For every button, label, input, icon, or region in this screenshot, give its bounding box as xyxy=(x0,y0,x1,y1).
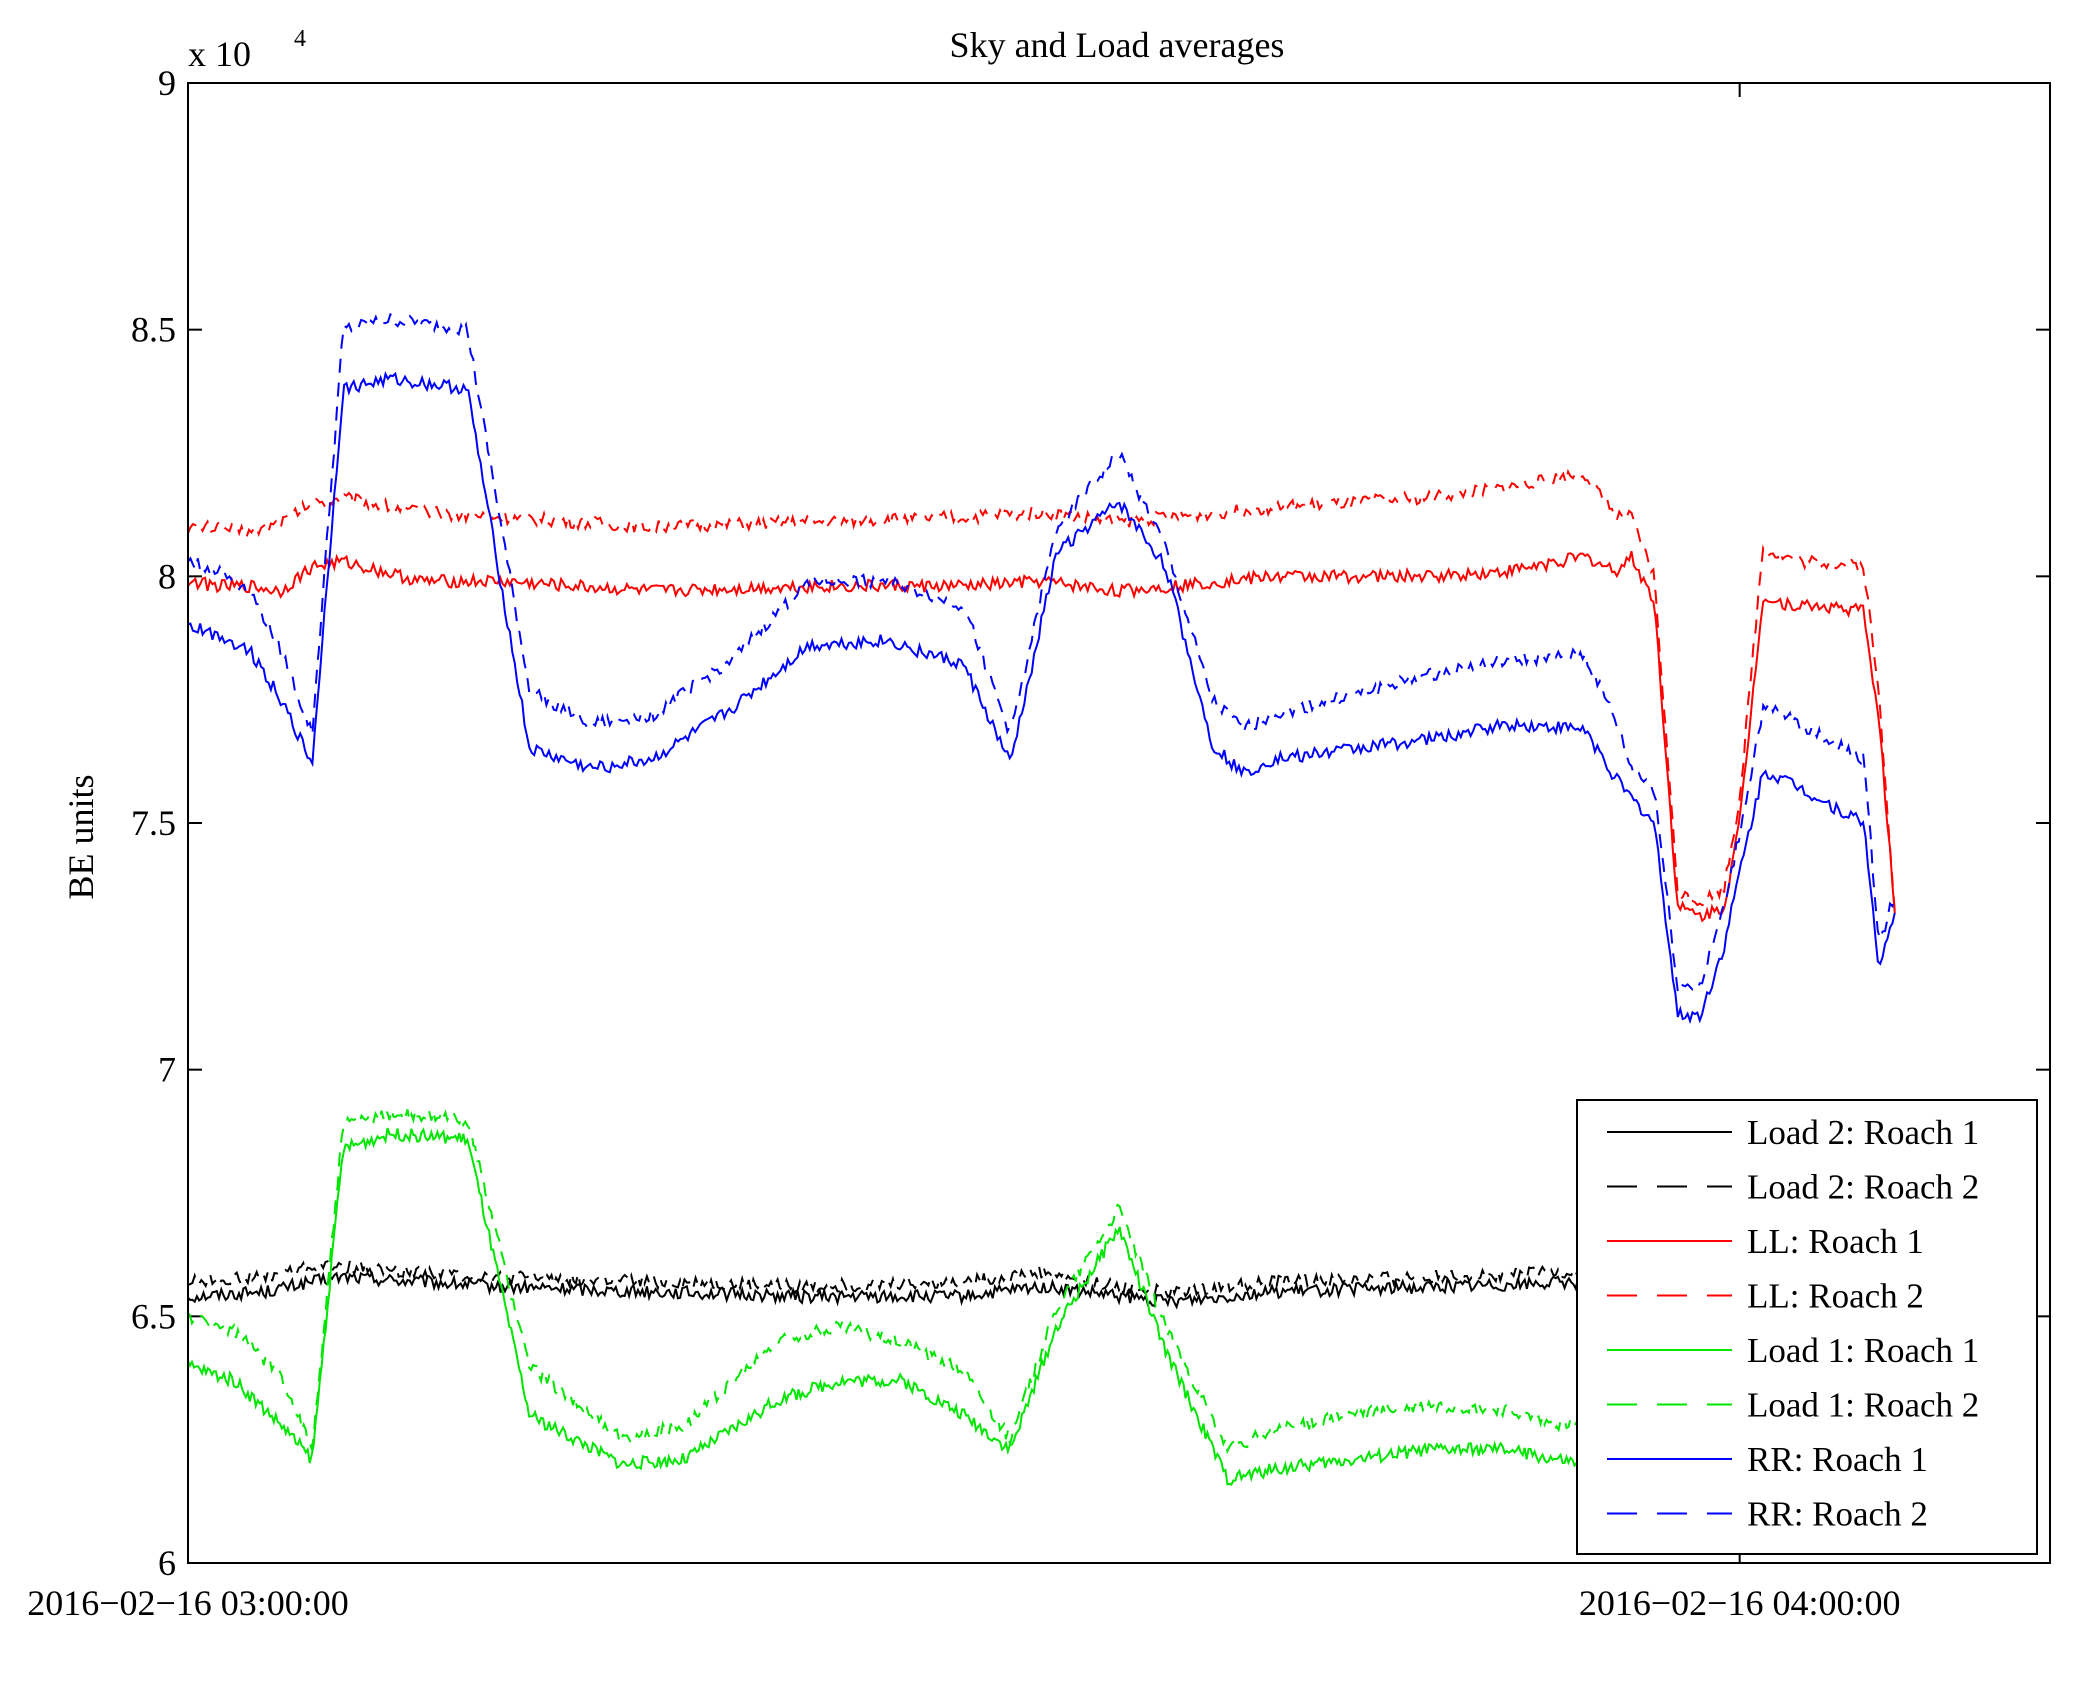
y-tick-label: 8 xyxy=(158,556,176,596)
y-tick-label: 9 xyxy=(158,63,176,103)
legend-box xyxy=(1576,1099,2038,1555)
y-multiplier: x 10 4 xyxy=(188,26,306,74)
legend-entry: Load 2: Roach 2 xyxy=(1747,1168,1979,1207)
x-tick-label: 2016−02−16 04:00:00 xyxy=(1579,1583,1901,1623)
y-tick-label: 6 xyxy=(158,1543,176,1583)
series-line xyxy=(188,1106,1586,1455)
series-line xyxy=(188,468,1896,912)
legend-entry: Load 2: Roach 1 xyxy=(1747,1113,1979,1152)
y-tick-label: 8.5 xyxy=(131,310,176,350)
series-line xyxy=(188,1254,1740,1310)
legend-entry: Load 1: Roach 2 xyxy=(1747,1386,1979,1425)
tick-labels: 6 6.5 7 7.5 8 8.5 9 2016−02−16 03:00:00 2016−02−… xyxy=(27,63,1900,1623)
chart-title: Sky and Load averages xyxy=(950,25,1285,65)
series-line xyxy=(188,371,1896,1025)
y-multiplier-exponent: 4 xyxy=(294,26,306,52)
legend: Load 2: Roach 1 Load 2: Roach 2 LL: Roach … xyxy=(1576,1099,2038,1555)
legend-entry: Load 1: Roach 1 xyxy=(1747,1331,1979,1370)
y-tick-label: 7.5 xyxy=(131,803,176,843)
y-multiplier-label: x 10 xyxy=(188,34,251,74)
y-tick-label: 6.5 xyxy=(131,1296,176,1336)
series-line xyxy=(188,1246,1740,1300)
series-layer xyxy=(188,312,1896,1486)
y-tick-label: 7 xyxy=(158,1050,176,1090)
series-line xyxy=(188,1127,1585,1486)
x-tick-label: 2016−02−16 03:00:00 xyxy=(27,1583,349,1623)
legend-entry: LL: Roach 2 xyxy=(1747,1277,1924,1316)
series-line xyxy=(188,312,1896,992)
legend-entry: RR: Roach 2 xyxy=(1747,1495,1928,1534)
y-axis-label: BE units xyxy=(61,774,101,899)
legend-entry: RR: Roach 1 xyxy=(1747,1440,1928,1479)
plot-frame xyxy=(187,82,2051,1564)
legend-entry: LL: Roach 1 xyxy=(1747,1222,1924,1261)
series-line xyxy=(188,551,1896,923)
